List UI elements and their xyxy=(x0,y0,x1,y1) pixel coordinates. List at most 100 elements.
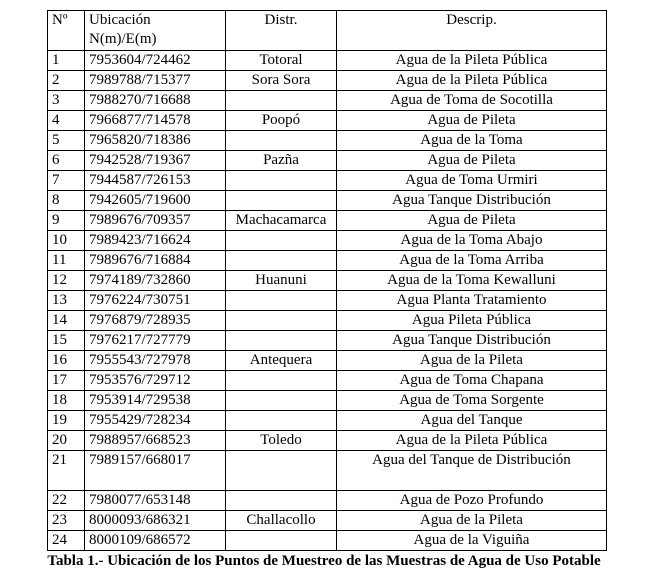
cell-location: 7988270/716688 xyxy=(84,90,226,111)
cell-description: Agua del Tanque de Distribución xyxy=(336,450,607,491)
cell-description: Agua de Pileta xyxy=(336,210,607,231)
cell-district xyxy=(225,450,337,491)
cell-number: 19 xyxy=(47,410,85,431)
cell-location: 7989423/716624 xyxy=(84,230,226,251)
table-row: 15 7976217/727779 Agua Tanque Distribución xyxy=(47,330,607,351)
cell-district xyxy=(225,390,337,411)
cell-number: 11 xyxy=(47,250,85,271)
cell-number: 2 xyxy=(47,70,85,91)
cell-district xyxy=(225,530,337,551)
cell-district xyxy=(225,490,337,511)
cell-number: 18 xyxy=(47,390,85,411)
cell-district xyxy=(225,250,337,271)
cell-number: 22 xyxy=(47,490,85,511)
cell-district: Poopó xyxy=(225,110,337,131)
cell-description: Agua de Pozo Profundo xyxy=(336,490,607,511)
cell-number: 21 xyxy=(47,450,85,491)
cell-location: 7953604/724462 xyxy=(84,50,226,71)
cell-district: Antequera xyxy=(225,350,337,371)
cell-district xyxy=(225,170,337,191)
cell-location: 7955429/728234 xyxy=(84,410,226,431)
cell-district xyxy=(225,190,337,211)
cell-district xyxy=(225,330,337,351)
cell-number: 8 xyxy=(47,190,85,211)
cell-location: 7989157/668017 xyxy=(84,450,226,491)
table-row: 18 7953914/729538 Agua de Toma Sorgente xyxy=(47,390,607,411)
table-row: 4 7966877/714578 Poopó Agua de Pileta xyxy=(47,110,607,131)
cell-description: Agua de Toma Sorgente xyxy=(336,390,607,411)
cell-location: 7989676/709357 xyxy=(84,210,226,231)
table-row: 9 7989676/709357 Machacamarca Agua de Pilet… xyxy=(47,210,607,231)
cell-location: 7976217/727779 xyxy=(84,330,226,351)
cell-description: Agua de la Pileta xyxy=(336,510,607,531)
table-row: 13 7976224/730751 Agua Planta Tratamiento xyxy=(47,290,607,311)
cell-description: Agua Pileta Pública xyxy=(336,310,607,331)
table-row: 22 7980077/653148 Agua de Pozo Profundo xyxy=(47,490,607,511)
cell-number: 5 xyxy=(47,130,85,151)
cell-number: 14 xyxy=(47,310,85,331)
cell-description: Agua de Toma de Socotilla xyxy=(336,90,607,111)
cell-number: 4 xyxy=(47,110,85,131)
cell-location: 7942528/719367 xyxy=(84,150,226,171)
cell-description: Agua de la Toma Arriba xyxy=(336,250,607,271)
cell-description: Agua de la Toma Kewalluni xyxy=(336,270,607,291)
cell-district xyxy=(225,130,337,151)
cell-district: Machacamarca xyxy=(225,210,337,231)
table-row: 8 7942605/719600 Agua Tanque Distribución xyxy=(47,190,607,211)
cell-location: 7989788/715377 xyxy=(84,70,226,91)
table-row: 3 7988270/716688 Agua de Toma de Socotilla xyxy=(47,90,607,111)
table-row: 20 7988957/668523 Toledo Agua de la Pileta … xyxy=(47,430,607,451)
cell-description: Agua Planta Tratamiento xyxy=(336,290,607,311)
cell-location: 7988957/668523 xyxy=(84,430,226,451)
table-row: 24 8000109/686572 Agua de la Viguiña xyxy=(47,530,607,551)
cell-location: 8000093/686321 xyxy=(84,510,226,531)
table-row: 12 7974189/732860 Huanuni Agua de la Toma K… xyxy=(47,270,607,291)
cell-number: 15 xyxy=(47,330,85,351)
cell-description: Agua de la Pileta xyxy=(336,350,607,371)
cell-district: Totoral xyxy=(225,50,337,71)
cell-location: 7976224/730751 xyxy=(84,290,226,311)
cell-district: Challacollo xyxy=(225,510,337,531)
cell-district: Huanuni xyxy=(225,270,337,291)
cell-location: 7976879/728935 xyxy=(84,310,226,331)
cell-description: Agua de Toma Chapana xyxy=(336,370,607,391)
cell-description: Agua de la Pileta Pública xyxy=(336,50,607,71)
cell-number: 23 xyxy=(47,510,85,531)
cell-number: 7 xyxy=(47,170,85,191)
cell-description: Agua Tanque Distribución xyxy=(336,190,607,211)
cell-description: Agua de la Toma xyxy=(336,130,607,151)
table-row: 19 7955429/728234 Agua del Tanque xyxy=(47,410,607,431)
cell-description: Agua de la Toma Abajo xyxy=(336,230,607,251)
table-row: 1 7953604/724462 Totoral Agua de la Pileta … xyxy=(47,50,607,71)
cell-location: 7955543/727978 xyxy=(84,350,226,371)
sampling-points-table: Nº Ubicación N(m)/E(m) Distr. Descrip. 1… xyxy=(47,10,607,551)
cell-description: Agua de Toma Urmiri xyxy=(336,170,607,191)
cell-district xyxy=(225,230,337,251)
header-district: Distr. xyxy=(225,10,337,51)
table-row: 7 7944587/726153 Agua de Toma Urmiri xyxy=(47,170,607,191)
cell-description: Agua de la Pileta Pública xyxy=(336,430,607,451)
cell-number: 3 xyxy=(47,90,85,111)
cell-location: 7966877/714578 xyxy=(84,110,226,131)
cell-number: 24 xyxy=(47,530,85,551)
cell-location: 8000109/686572 xyxy=(84,530,226,551)
cell-location: 7965820/718386 xyxy=(84,130,226,151)
cell-number: 1 xyxy=(47,50,85,71)
cell-location: 7942605/719600 xyxy=(84,190,226,211)
cell-district: Sora Sora xyxy=(225,70,337,91)
cell-district xyxy=(225,290,337,311)
table-row: 23 8000093/686321 Challacollo Agua de la Pi… xyxy=(47,510,607,531)
cell-district xyxy=(225,410,337,431)
table-row: 5 7965820/718386 Agua de la Toma xyxy=(47,130,607,151)
table-row: 11 7989676/716884 Agua de la Toma Arriba xyxy=(47,250,607,271)
cell-description: Agua del Tanque xyxy=(336,410,607,431)
cell-description: Agua de Pileta xyxy=(336,110,607,131)
table-row: 6 7942528/719367 Pazña Agua de Pileta xyxy=(47,150,607,171)
table-row: 2 7989788/715377 Sora Sora Agua de la Pilet… xyxy=(47,70,607,91)
table-row: 17 7953576/729712 Agua de Toma Chapana xyxy=(47,370,607,391)
cell-number: 16 xyxy=(47,350,85,371)
cell-location: 7980077/653148 xyxy=(84,490,226,511)
cell-description: Agua de Pileta xyxy=(336,150,607,171)
table-row: 10 7989423/716624 Agua de la Toma Abajo xyxy=(47,230,607,251)
cell-number: 17 xyxy=(47,370,85,391)
